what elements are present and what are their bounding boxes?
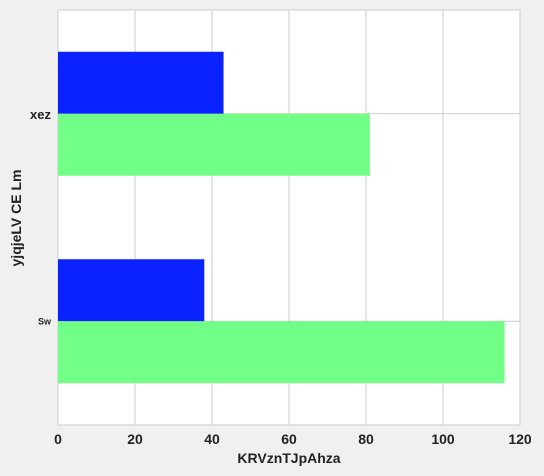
x-tick-label: 100 xyxy=(431,431,455,447)
x-tick-label: 60 xyxy=(281,431,297,447)
bars xyxy=(58,51,505,384)
y-category-label: xez xyxy=(30,107,51,122)
bar-xez-series-1 xyxy=(58,51,224,114)
y-category-labels: xez Sw xyxy=(30,107,52,327)
bar-xez-series-2 xyxy=(58,113,370,176)
bar-Sw-series-2 xyxy=(58,321,505,384)
x-tick-label: 80 xyxy=(358,431,374,447)
x-tick-label: 40 xyxy=(204,431,220,447)
x-axis-title: KRVznTJpAhza xyxy=(237,450,340,466)
y-axis-title: yjqjeLV CE Lm xyxy=(8,170,24,267)
y-category-label: Sw xyxy=(38,316,52,326)
x-tick-label: 20 xyxy=(127,431,143,447)
x-tick-label: 120 xyxy=(508,431,532,447)
x-tick-labels: 0 20 40 60 80 100 120 xyxy=(54,431,532,447)
bar-Sw-series-1 xyxy=(58,259,205,322)
x-tick-label: 0 xyxy=(54,431,62,447)
